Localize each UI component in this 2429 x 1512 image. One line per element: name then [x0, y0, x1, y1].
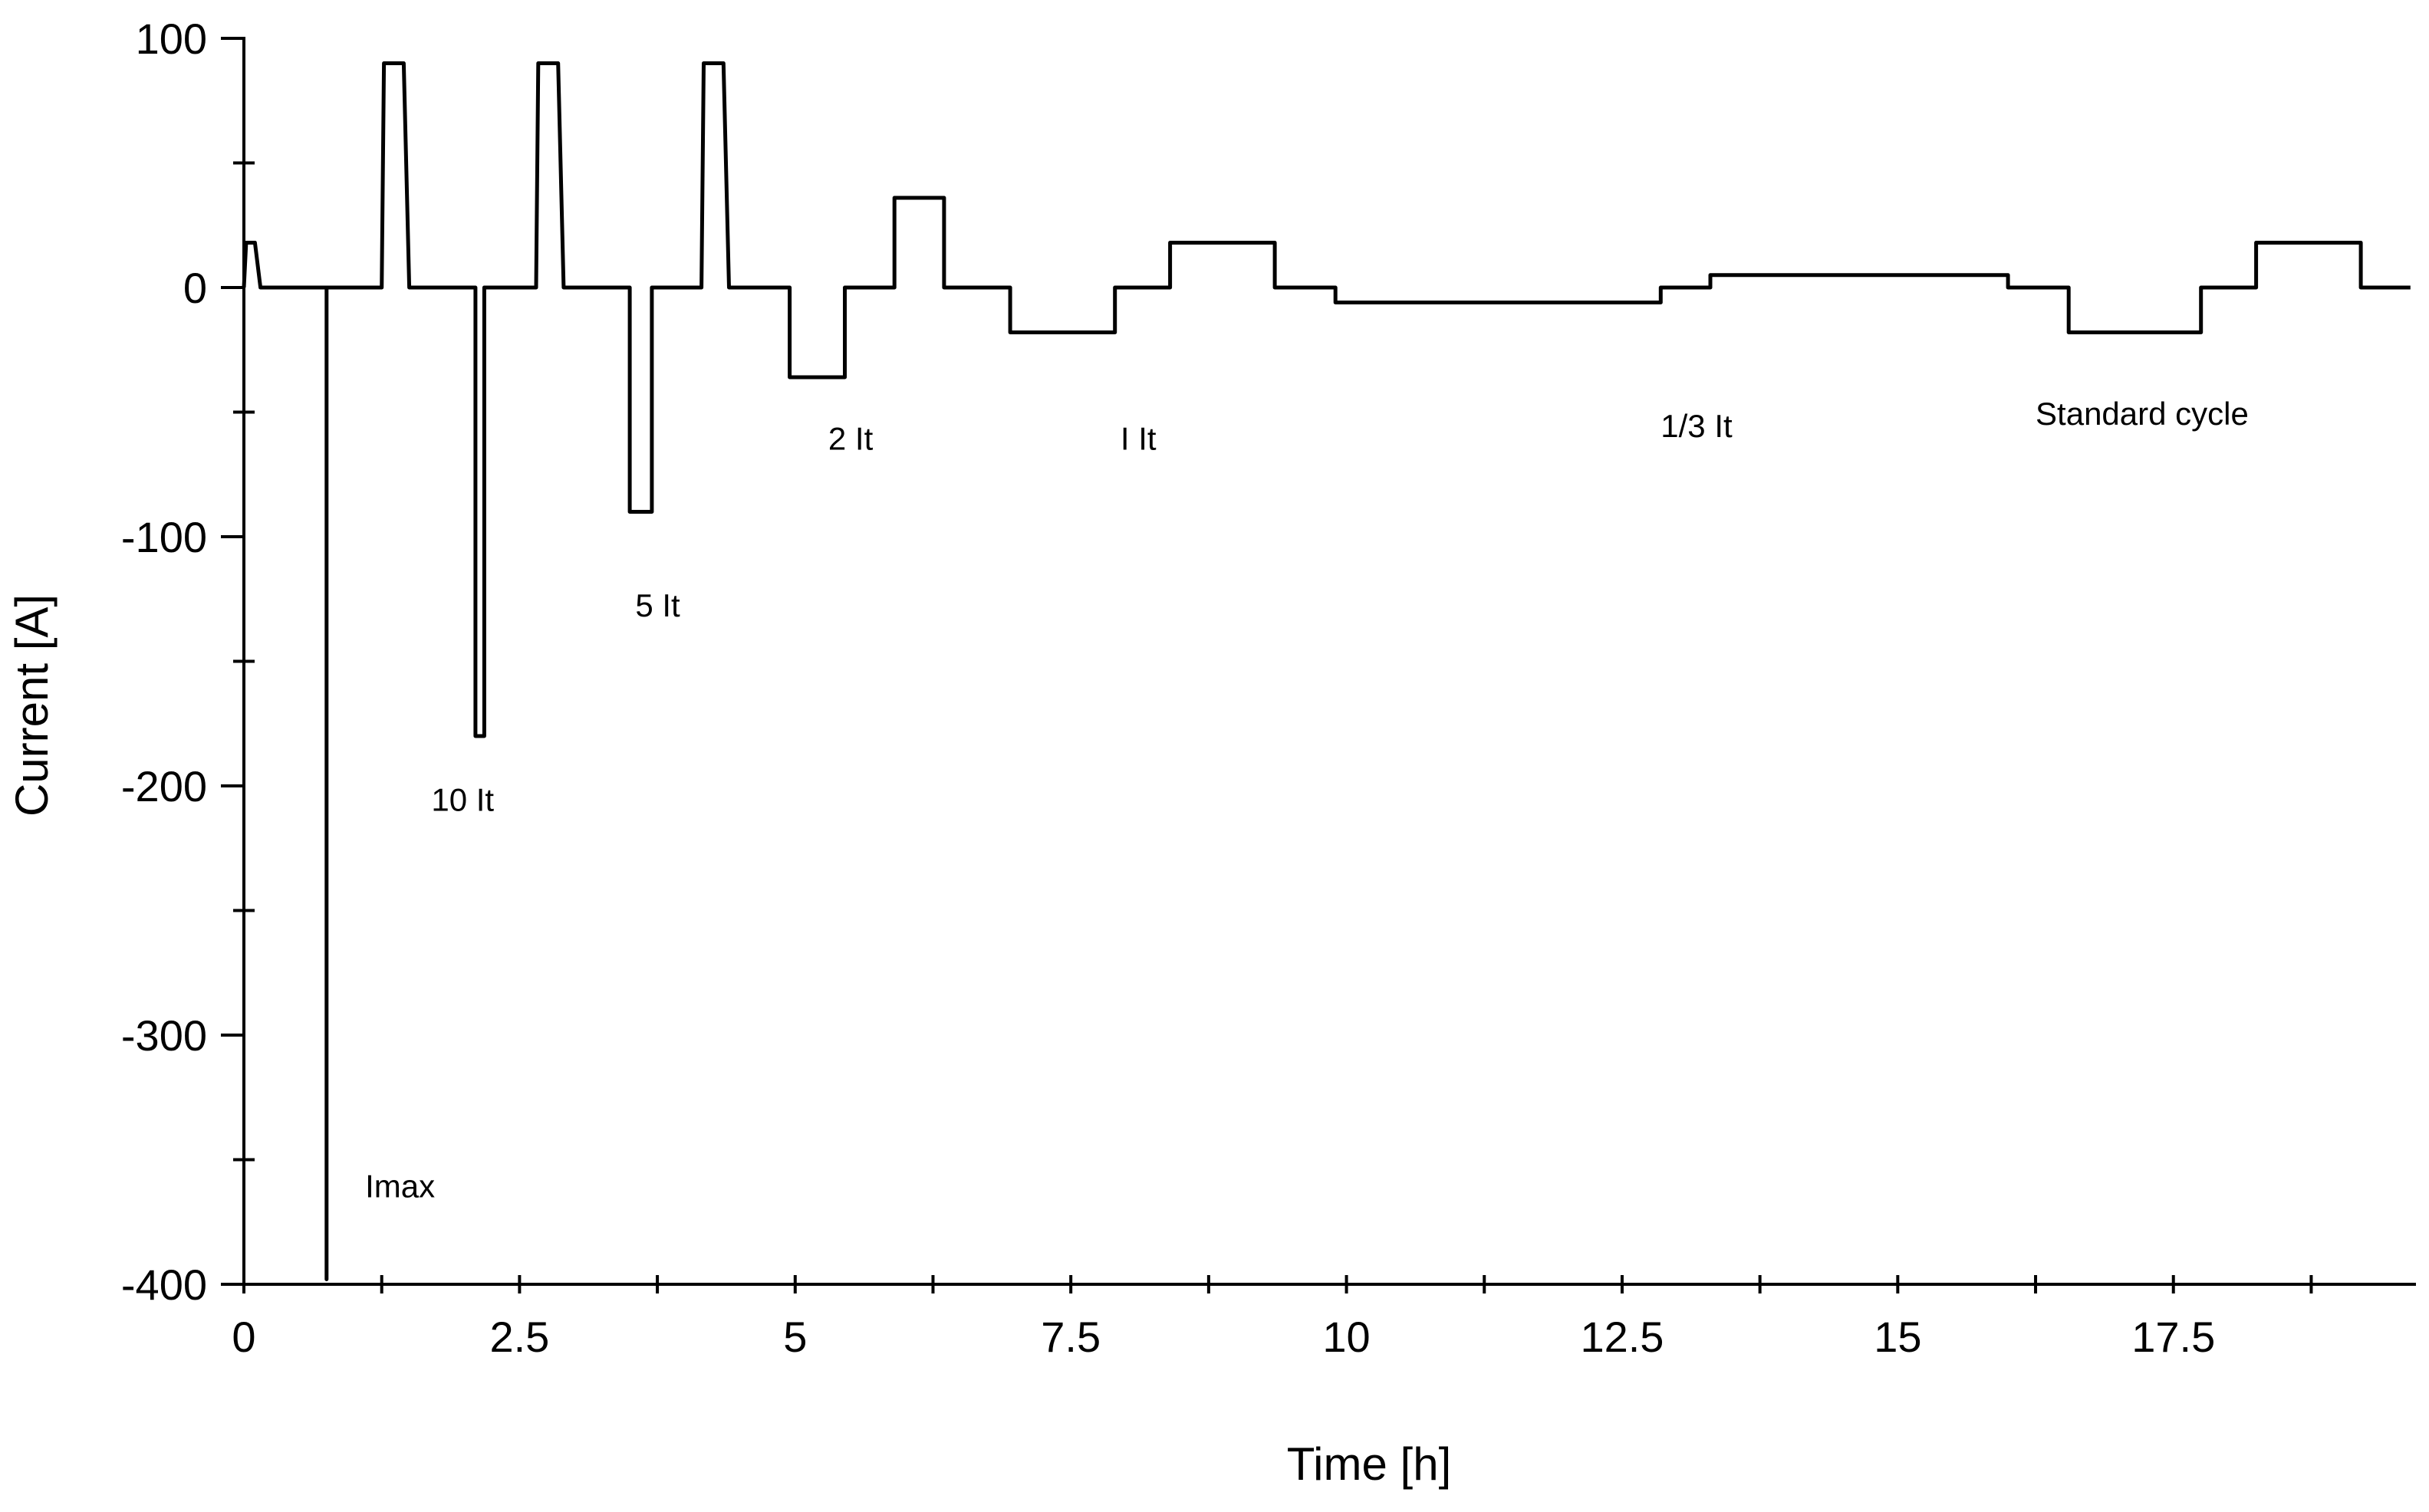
x-tick-label: 0	[232, 1313, 255, 1361]
x-tick-label: 2.5	[489, 1313, 549, 1361]
annotation-label: Standard cycle	[2036, 396, 2249, 432]
x-axis-title: Time [h]	[1287, 1438, 1451, 1490]
y-tick-label: 100	[136, 15, 207, 63]
axes-layer: 0 2.5 5 7.5 10 12.5 15 17.5 100 0 -100 -200 -300 -400	[121, 15, 2416, 1361]
y-tick-label: -200	[121, 762, 207, 810]
annotation-label: 5 It	[635, 587, 680, 623]
annotation-layer: Imax 10 It 5 It 2 It I It 1/3 It Standard cycl…	[365, 396, 2249, 1205]
annotation-label: I It	[1121, 420, 1157, 456]
y-tick-label: -300	[121, 1011, 207, 1060]
annotation-label: 1/3 It	[1660, 408, 1733, 444]
annotation-label: 10 It	[431, 782, 494, 818]
y-tick-label: -400	[121, 1261, 207, 1309]
annotation-label: Imax	[365, 1168, 435, 1204]
x-tick-label: 10	[1322, 1313, 1370, 1361]
x-tick-label: 17.5	[2131, 1313, 2215, 1361]
x-tick-label: 7.5	[1041, 1313, 1101, 1361]
current-series-line	[242, 61, 2411, 1281]
annotation-label: 2 It	[828, 420, 874, 456]
series-layer	[242, 61, 2411, 1281]
x-tick-label: 12.5	[1580, 1313, 1664, 1361]
y-tick-label: 0	[183, 264, 207, 312]
x-tick-label: 5	[783, 1313, 807, 1361]
y-tick-label: -100	[121, 513, 207, 561]
x-tick-label: 15	[1874, 1313, 1921, 1361]
y-axis-title: Current [A]	[6, 594, 58, 817]
